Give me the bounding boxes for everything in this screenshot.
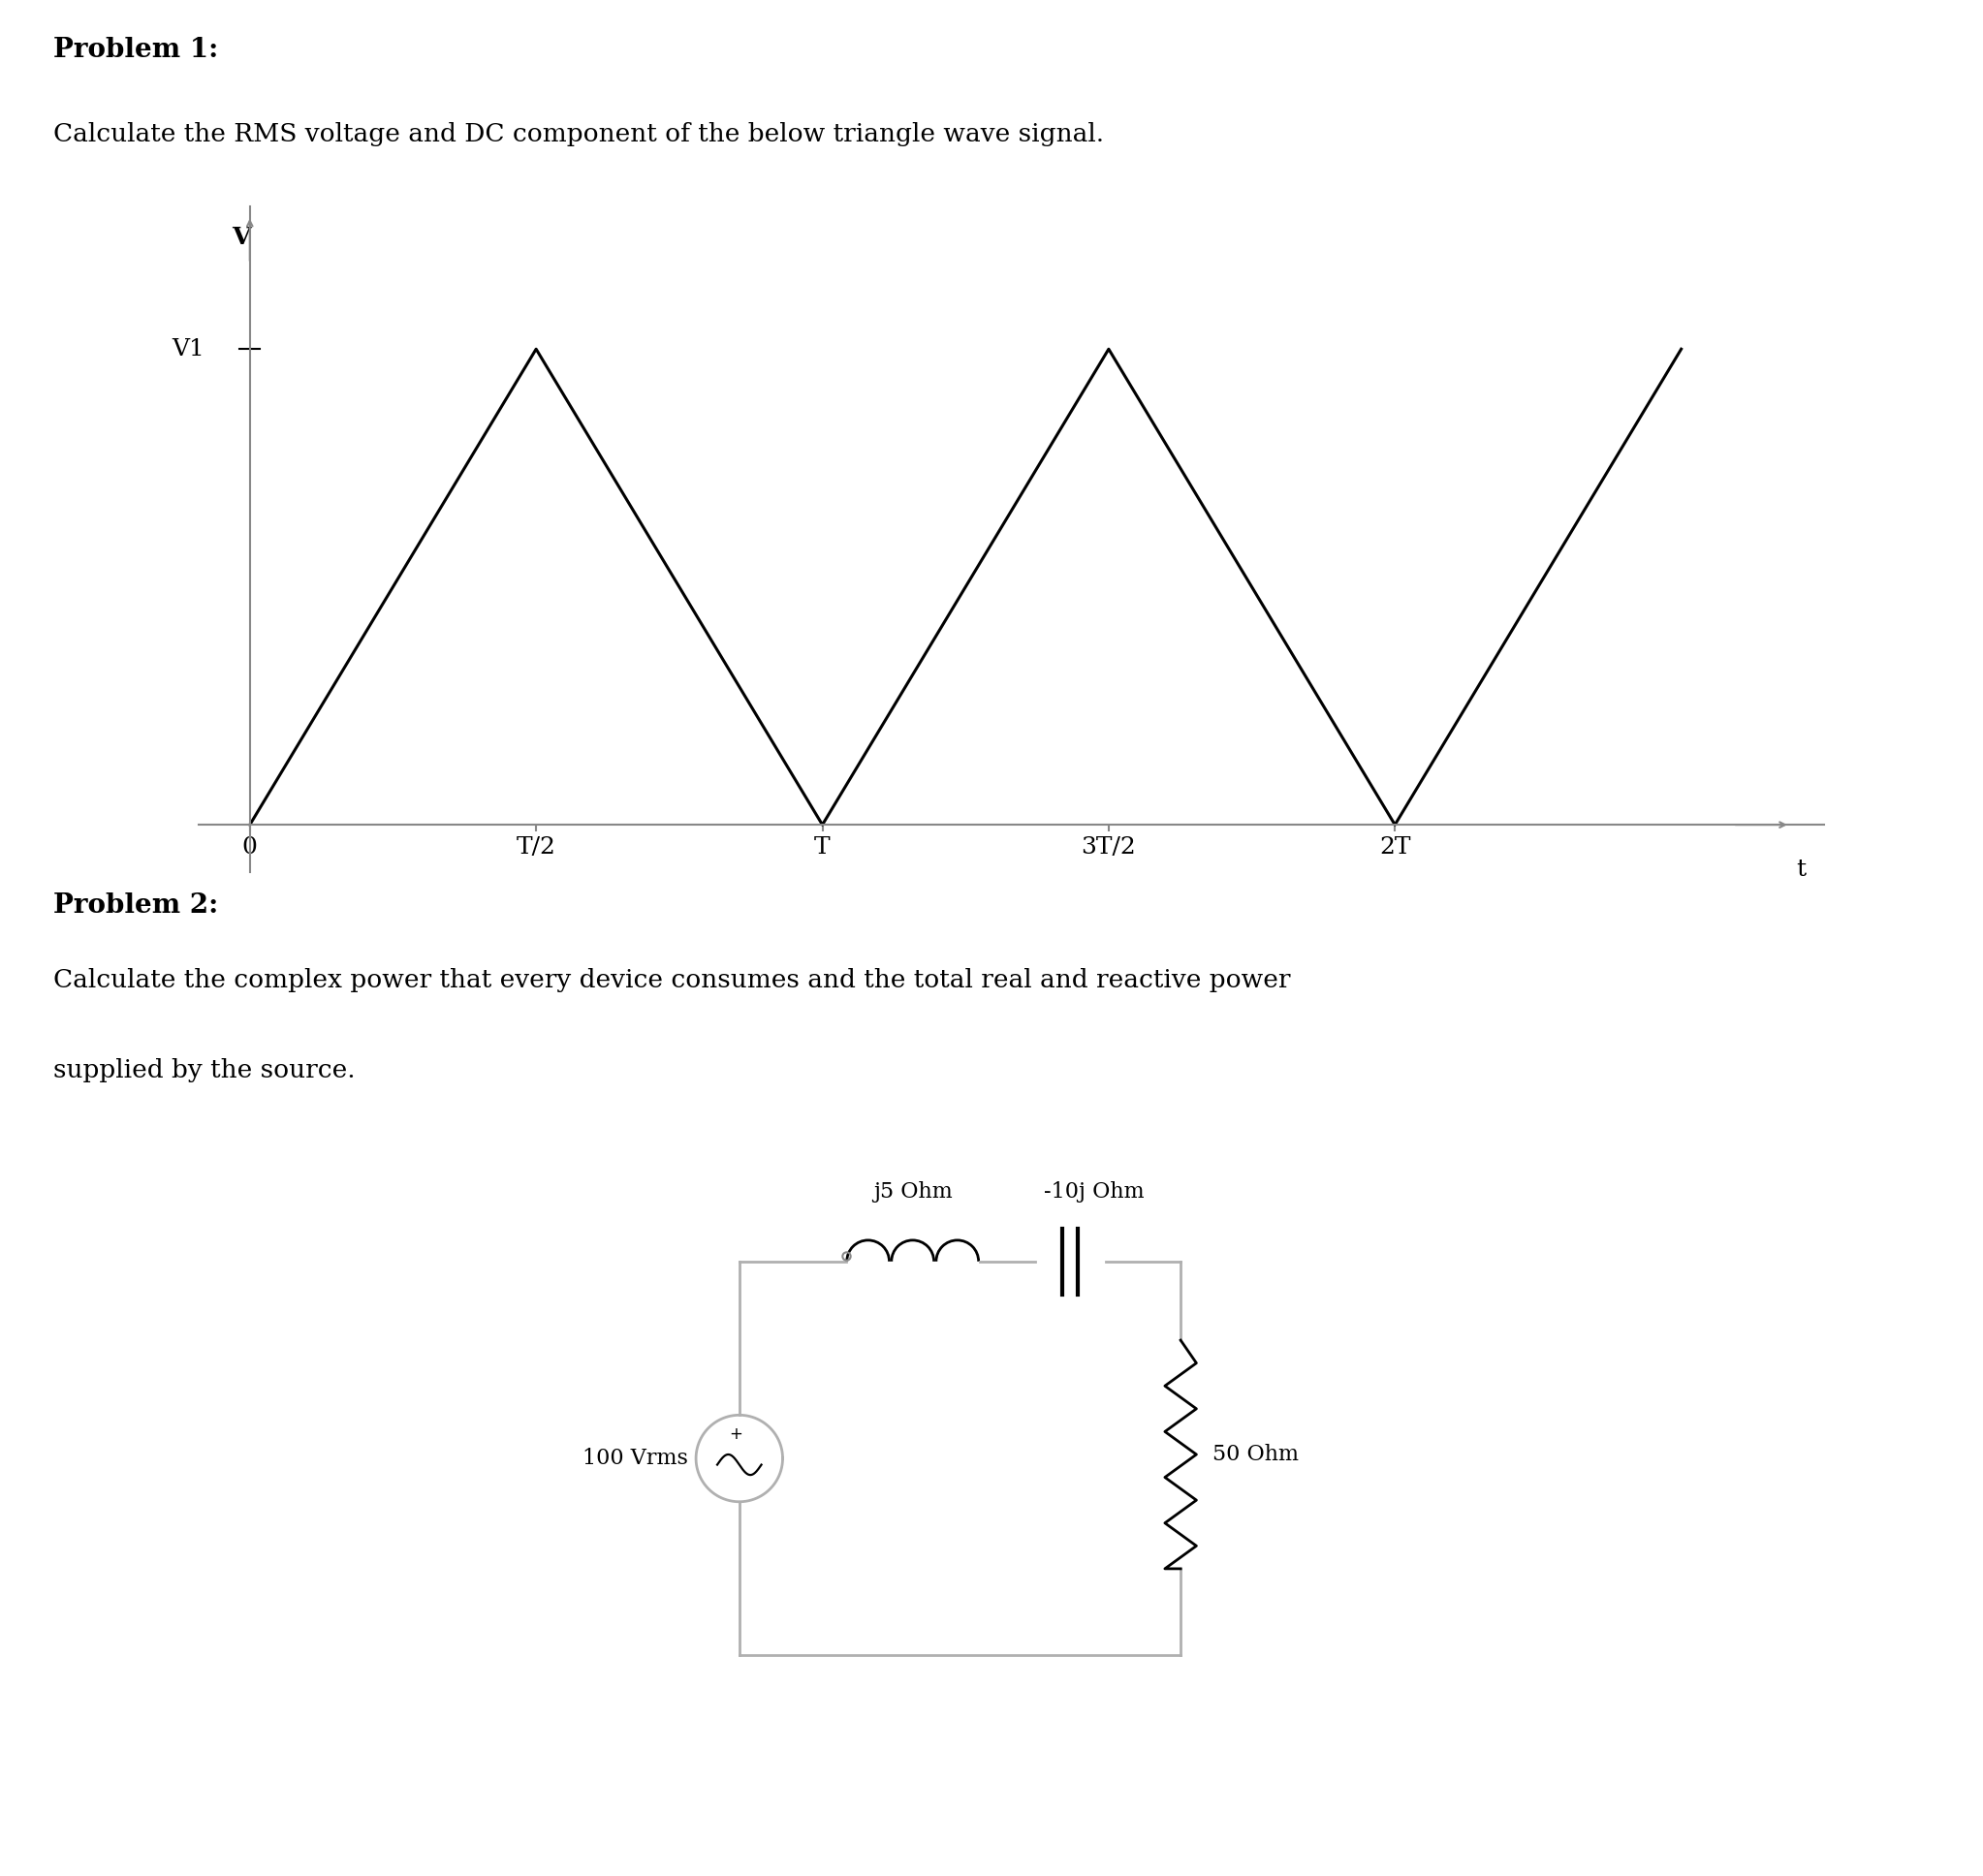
Text: supplied by the source.: supplied by the source. <box>54 1058 355 1082</box>
Text: Calculate the complex power that every device consumes and the total real and re: Calculate the complex power that every d… <box>54 968 1291 992</box>
Text: Problem 1:: Problem 1: <box>54 38 218 62</box>
Text: j5 Ohm: j5 Ohm <box>873 1182 952 1203</box>
Text: 100 Vrms: 100 Vrms <box>583 1448 688 1469</box>
Text: V1: V1 <box>171 338 204 360</box>
Text: Calculate the RMS voltage and DC component of the below triangle wave signal.: Calculate the RMS voltage and DC compone… <box>54 122 1105 146</box>
Text: +: + <box>728 1426 742 1443</box>
Text: t: t <box>1797 857 1807 880</box>
Text: 50 Ohm: 50 Ohm <box>1212 1445 1299 1465</box>
Text: -10j Ohm: -10j Ohm <box>1043 1182 1144 1203</box>
Text: Problem 2:: Problem 2: <box>54 893 218 919</box>
Text: V: V <box>232 225 250 250</box>
